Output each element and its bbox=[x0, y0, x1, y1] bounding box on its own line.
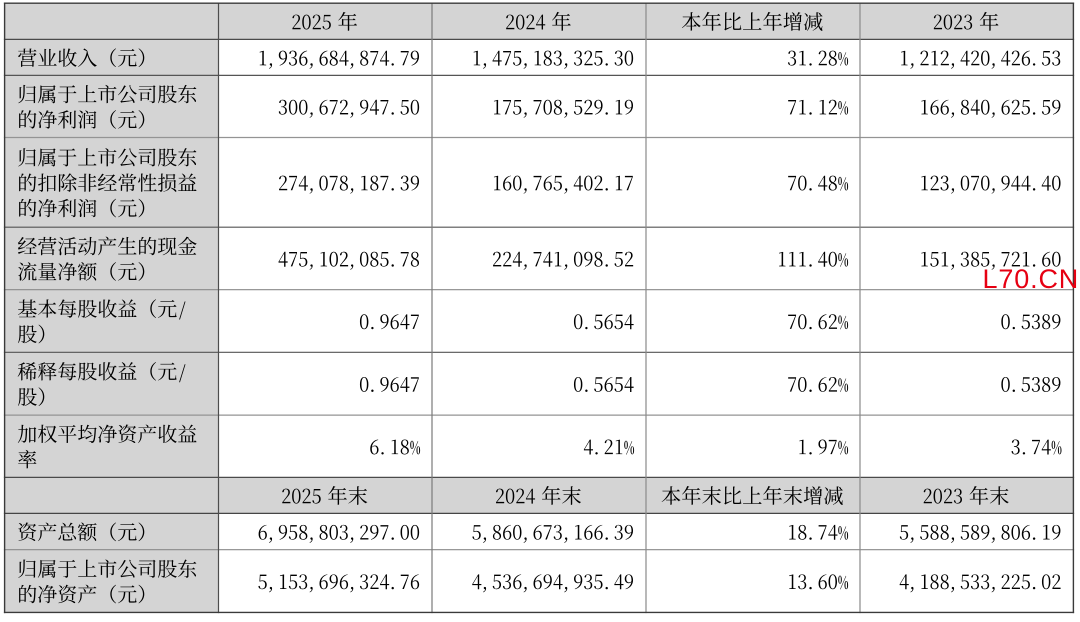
svg-text:L70.CN: L70.CN bbox=[983, 264, 1080, 294]
